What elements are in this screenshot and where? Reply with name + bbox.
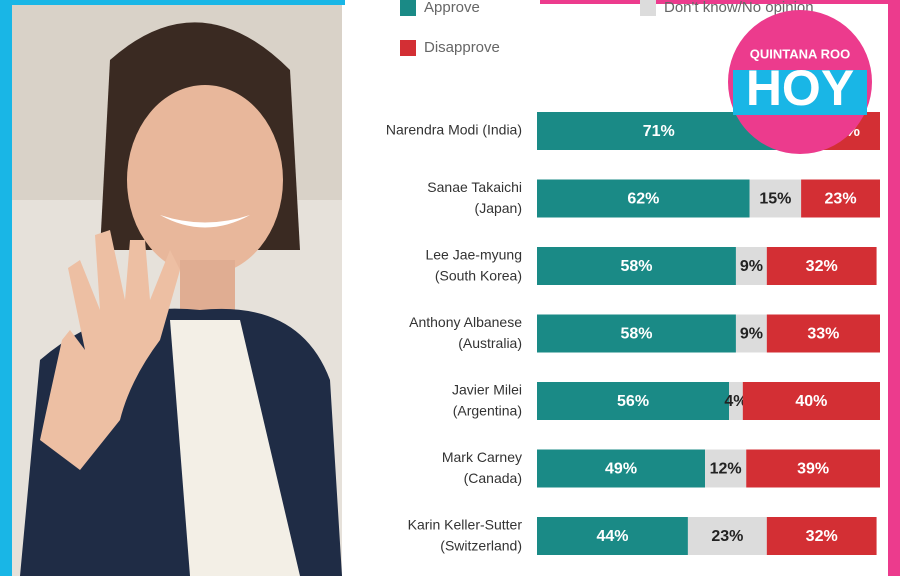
category-label: (Switzerland): [440, 538, 522, 554]
bar-segment: [537, 314, 736, 353]
bar-segment: [687, 517, 767, 555]
left-border: [0, 0, 12, 576]
value-label: 9%: [740, 258, 763, 275]
value-label: 39%: [797, 461, 829, 478]
value-label: 23%: [711, 528, 743, 545]
bar-segment: [537, 179, 750, 218]
top-border-right: [540, 0, 900, 4]
bar-segment: [537, 382, 730, 420]
bar-segment: [746, 449, 880, 488]
right-border: [888, 0, 900, 576]
bar-segment: [537, 517, 688, 555]
bar-segment: [735, 247, 767, 285]
bar-segment: [749, 179, 802, 218]
value-label: 9%: [740, 326, 763, 343]
value-label: 12%: [710, 461, 742, 478]
category-label: (Australia): [458, 335, 522, 351]
category-label: (Japan): [475, 200, 522, 216]
photo: [12, 0, 342, 576]
bar-segment: [801, 179, 880, 218]
logo: QUINTANA ROO HOY: [728, 10, 872, 154]
category-label: (Canada): [464, 470, 522, 486]
category-label: Anthony Albanese: [409, 314, 522, 330]
bar-segment: [742, 382, 880, 420]
category-label: (South Korea): [435, 268, 522, 284]
value-label: 71%: [643, 123, 675, 140]
value-label: 23%: [825, 191, 857, 208]
value-label: 33%: [807, 326, 839, 343]
bar-segment: [766, 314, 880, 353]
value-label: 44%: [596, 528, 628, 545]
value-label: 15%: [759, 191, 791, 208]
value-label: 32%: [806, 528, 838, 545]
category-label: Mark Carney: [442, 449, 522, 465]
value-label: 49%: [605, 461, 637, 478]
value-label: 32%: [806, 258, 838, 275]
logo-band: [733, 70, 867, 115]
value-label: 56%: [617, 393, 649, 410]
bar-segment: [766, 247, 877, 285]
bar-segment: [705, 449, 747, 488]
value-label: 62%: [627, 191, 659, 208]
category-label: Sanae Takaichi: [427, 179, 522, 195]
logo-main: HOY: [746, 60, 854, 116]
bar-segment: [537, 247, 736, 285]
legend-label: Disapprove: [424, 39, 500, 56]
legend-swatch: [400, 0, 416, 16]
value-label: 58%: [620, 258, 652, 275]
category-label: Lee Jae-myung: [425, 247, 522, 263]
bar-segment: [537, 449, 706, 488]
value-label: 4%: [724, 393, 747, 410]
top-border: [0, 0, 345, 5]
value-label: 40%: [795, 393, 827, 410]
category-label: Javier Milei: [452, 382, 522, 398]
bar-segment: [729, 382, 743, 420]
category-label: Narendra Modi (India): [386, 122, 522, 138]
bar-segment: [766, 517, 877, 555]
legend-label: Approve: [424, 0, 480, 16]
bar-segment: [735, 314, 767, 353]
value-label: 58%: [620, 326, 652, 343]
legend-label: Don't know/No opinion: [664, 0, 814, 16]
legend-swatch: [400, 40, 416, 56]
category-label: Karin Keller-Sutter: [408, 517, 523, 533]
chart: Approve Don't know/No opinion Disapprove Na…: [386, 0, 880, 555]
category-label: (Argentina): [453, 403, 522, 419]
logo-top: QUINTANA ROO: [750, 46, 850, 61]
legend-swatch: [640, 0, 656, 16]
